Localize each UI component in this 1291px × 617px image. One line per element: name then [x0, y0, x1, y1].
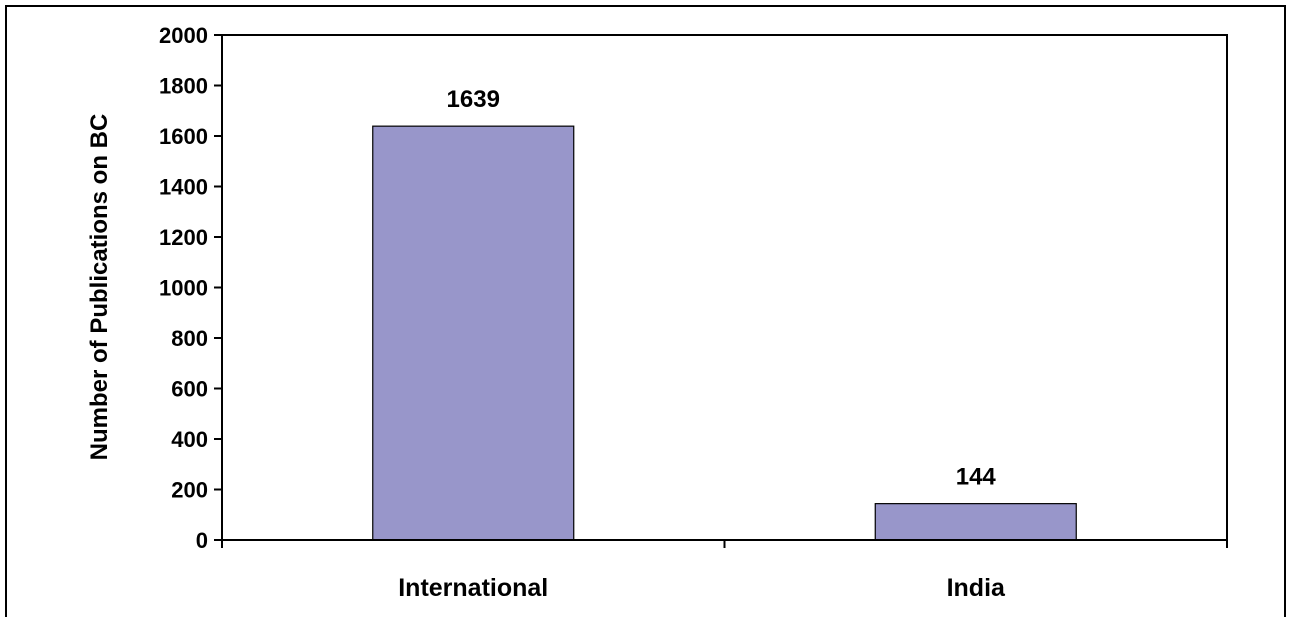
y-tick-label: 200	[171, 478, 208, 503]
y-tick-label: 1800	[159, 74, 208, 99]
y-axis-ticks: 0 200 400 600 800 1000 1200 1400 1600 1800 2000	[159, 23, 222, 553]
chart-frame	[5, 5, 1286, 617]
y-tick-label: 0	[196, 528, 208, 553]
bar-india	[874, 503, 1077, 541]
y-axis-title: Number of Publications on BC	[86, 114, 113, 461]
bars	[372, 125, 1077, 541]
x-axis-ticks: International India	[221, 539, 1228, 602]
data-label-india: 144	[956, 464, 997, 491]
y-tick-label: 1200	[159, 225, 208, 250]
x-category-label-international: International	[398, 574, 548, 602]
y-tick-label: 1600	[159, 124, 208, 149]
x-category-label-india: India	[947, 574, 1006, 602]
y-tick-label: 400	[171, 427, 208, 452]
y-tick-label: 800	[171, 326, 208, 351]
y-tick-label: 1000	[159, 276, 208, 301]
y-tick-label: 2000	[159, 23, 208, 48]
bar-international	[372, 125, 575, 541]
y-tick-label: 1400	[159, 175, 208, 200]
y-tick-label: 600	[171, 377, 208, 402]
data-labels: 1639 144	[447, 86, 997, 490]
data-label-international: 1639	[447, 86, 500, 113]
